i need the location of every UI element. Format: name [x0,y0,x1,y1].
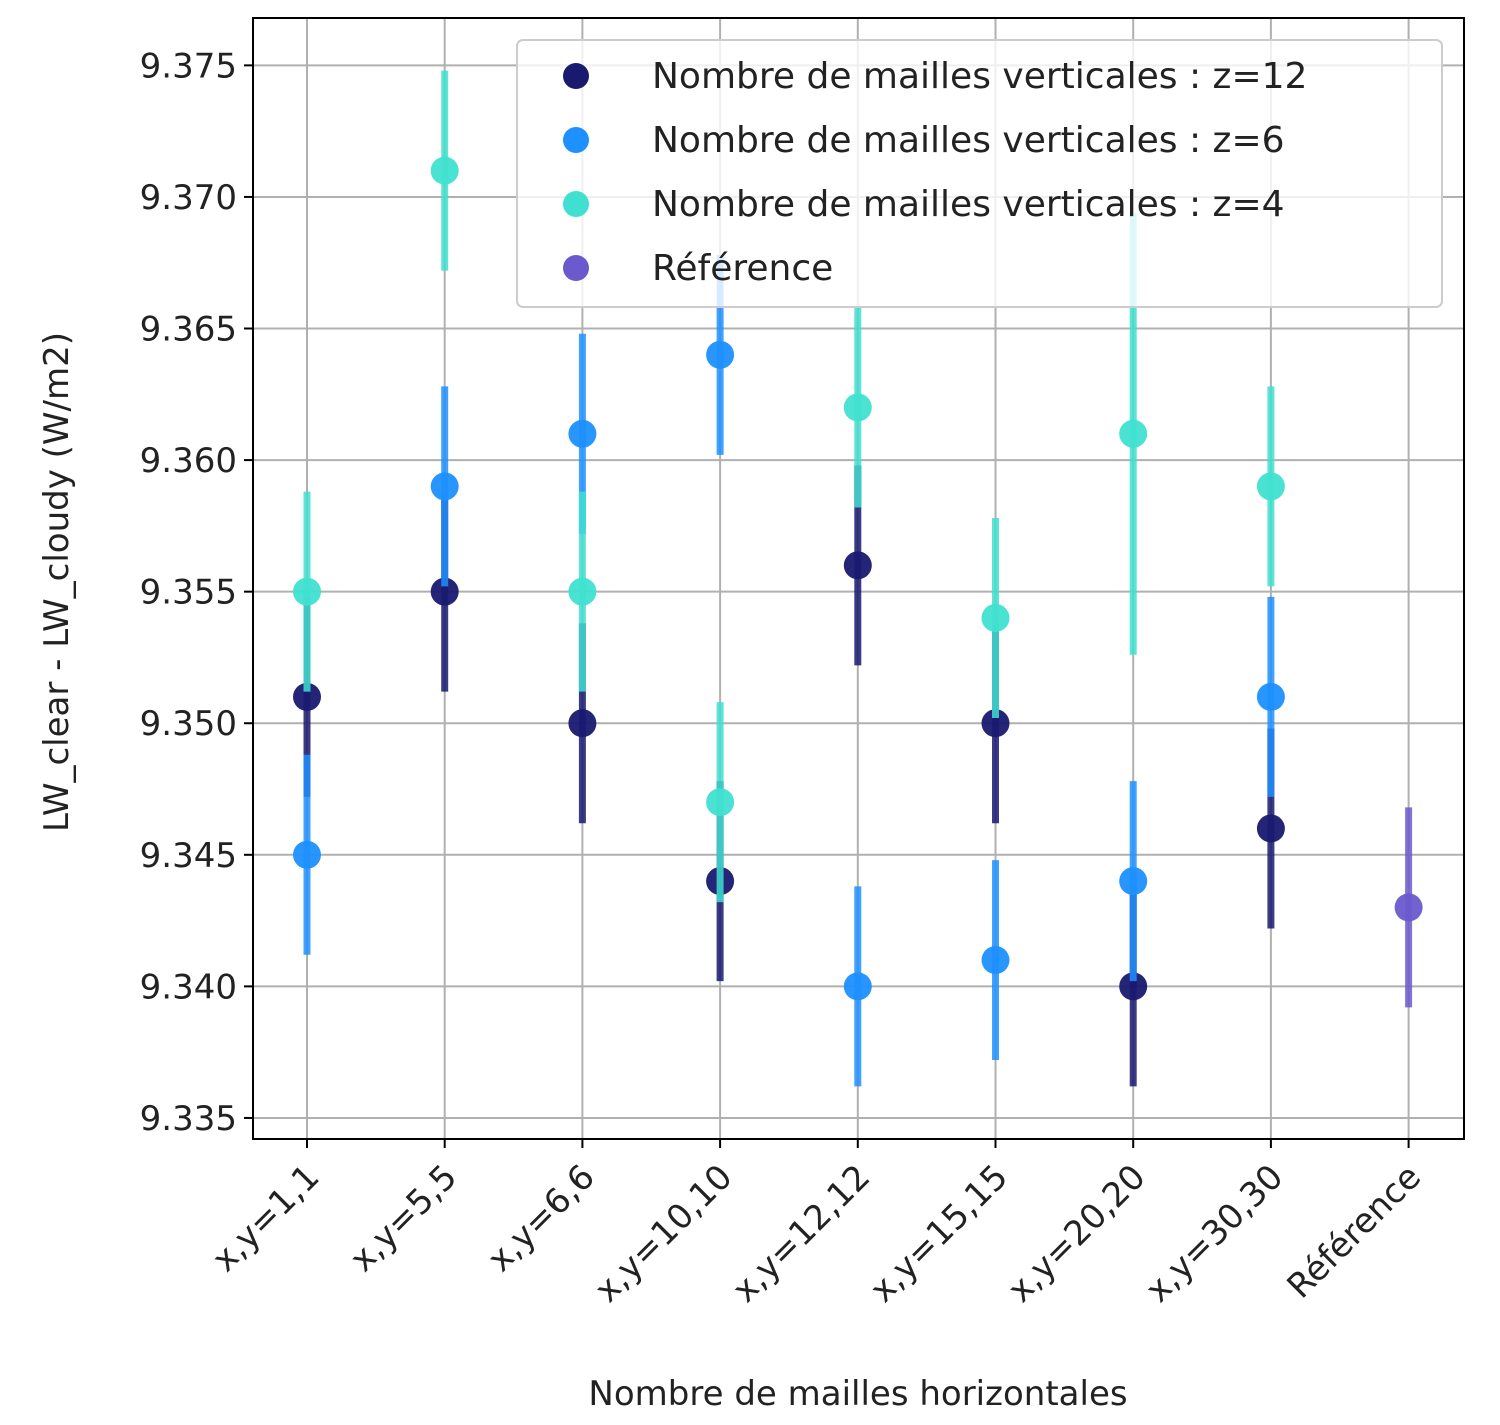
y-tick-label: 9.370 [140,178,237,218]
x-tick-label: x,y=15,15 [863,1157,1016,1310]
legend-box [516,39,1443,308]
x-tick-label: x,y=12,12 [725,1157,878,1310]
data-point [430,472,459,501]
y-tick-label: 9.365 [140,310,237,350]
y-tick-label: 9.375 [140,46,237,86]
y-tick-label: 9.350 [140,704,237,744]
y-tick-label: 9.355 [140,573,237,613]
y-tick-label: 9.345 [140,836,237,876]
legend-marker [563,127,589,153]
data-point [1119,419,1148,448]
data-point [1256,682,1285,711]
x-tick-label: x,y=10,10 [587,1157,740,1310]
data-point [293,577,321,606]
data-point [843,393,872,422]
x-tick-label: x,y=1,1 [205,1157,328,1280]
data-point [568,709,597,738]
legend-marker [563,63,589,89]
data-point [293,682,321,711]
y-tick-label: 9.360 [140,441,237,481]
x-tick-label: x,y=20,20 [1000,1157,1153,1310]
data-point [706,340,735,369]
data-point [568,419,597,448]
y-tick-label: 9.340 [140,967,237,1007]
x-tick-label: x,y=5,5 [342,1157,465,1280]
x-axis-label: Nombre de mailles horizontales [588,1374,1127,1414]
legend-entry-label: Nombre de mailles verticales : z=6 [652,120,1285,161]
legend-marker [563,255,589,281]
data-point [843,972,872,1001]
legend-entry-label: Nombre de mailles verticales : z=4 [652,184,1285,225]
x-tick-label: x,y=30,30 [1138,1157,1291,1310]
legend-entry-label: Référence [652,248,833,289]
legend-entry-label: Nombre de mailles verticales : z=12 [652,56,1307,97]
data-point [1394,893,1423,922]
data-point [568,577,597,606]
x-tick-label: x,y=6,6 [480,1157,603,1280]
legend-marker [563,191,589,217]
data-point [1119,867,1148,896]
legend: Nombre de mailles verticales : z=12 Nombr… [516,39,1443,308]
data-point [430,577,459,606]
data-point [843,551,872,580]
data-point [706,788,735,817]
data-point [981,946,1010,975]
data-point [1256,814,1285,843]
data-point [1119,972,1148,1001]
data-point [430,156,459,185]
y-tick-label: 9.335 [140,1099,237,1139]
y-axis-label: LW_clear - LW_cloudy (W/m2) [37,332,77,832]
data-point [981,603,1010,632]
data-point [981,709,1010,738]
x-tick-label: Référence [1280,1157,1429,1306]
data-point [1256,472,1285,501]
data-point [293,840,321,869]
